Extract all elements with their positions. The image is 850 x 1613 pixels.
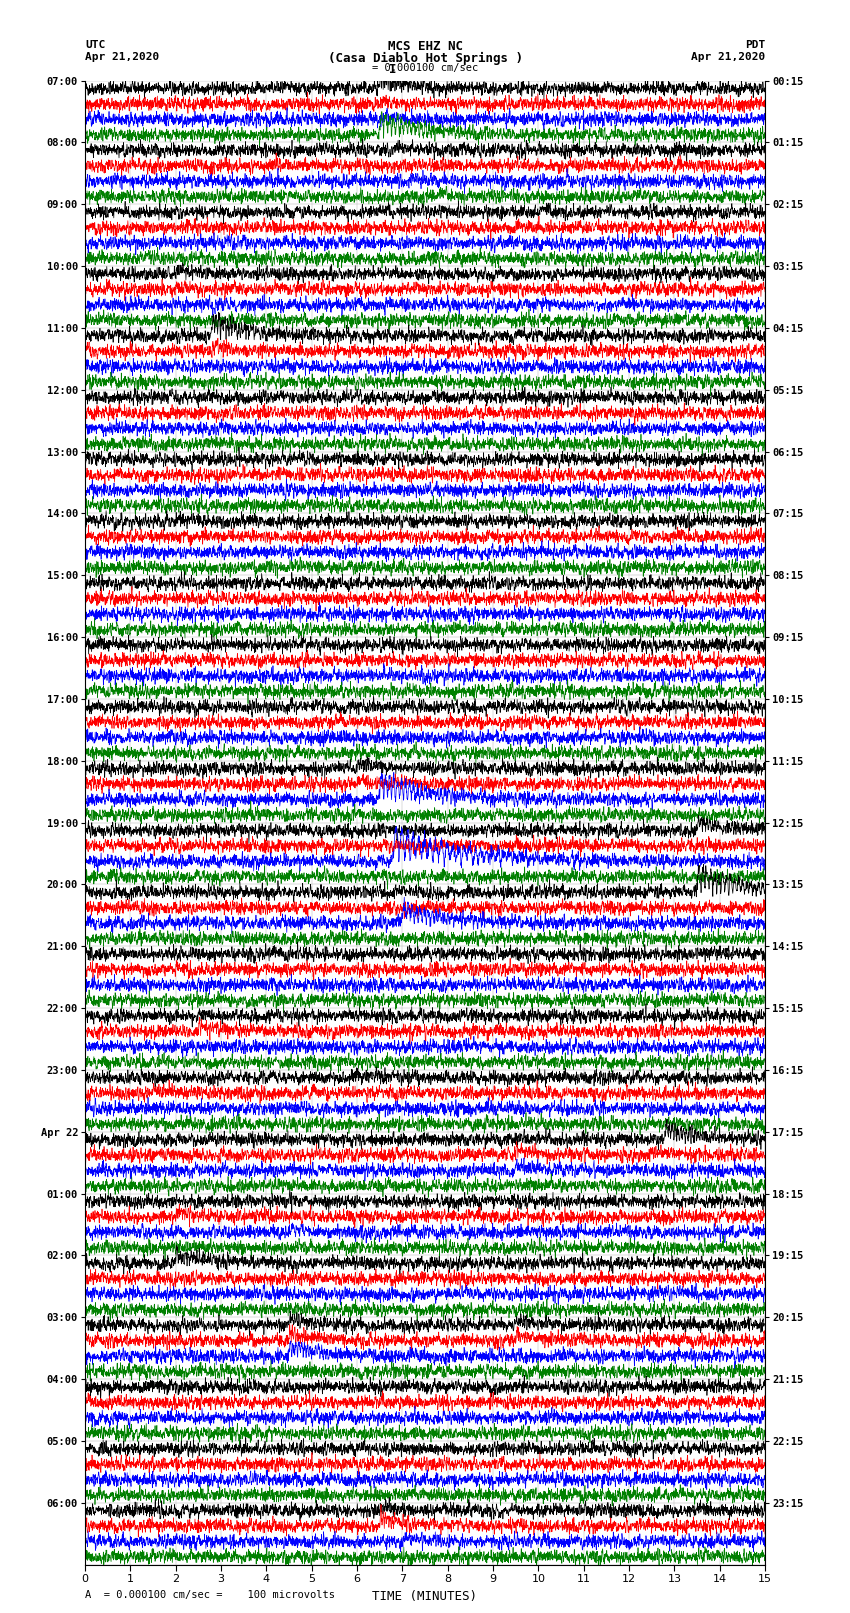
- Text: UTC: UTC: [85, 40, 105, 50]
- Text: Apr 21,2020: Apr 21,2020: [85, 52, 159, 61]
- X-axis label: TIME (MINUTES): TIME (MINUTES): [372, 1590, 478, 1603]
- Text: I: I: [389, 63, 396, 76]
- Text: Apr 21,2020: Apr 21,2020: [691, 52, 765, 61]
- Text: PDT: PDT: [745, 40, 765, 50]
- Text: (Casa Diablo Hot Springs ): (Casa Diablo Hot Springs ): [327, 52, 523, 65]
- Text: = 0.000100 cm/sec: = 0.000100 cm/sec: [371, 63, 478, 73]
- Text: A  = 0.000100 cm/sec =    100 microvolts: A = 0.000100 cm/sec = 100 microvolts: [85, 1590, 335, 1600]
- Text: MCS EHZ NC: MCS EHZ NC: [388, 40, 462, 53]
